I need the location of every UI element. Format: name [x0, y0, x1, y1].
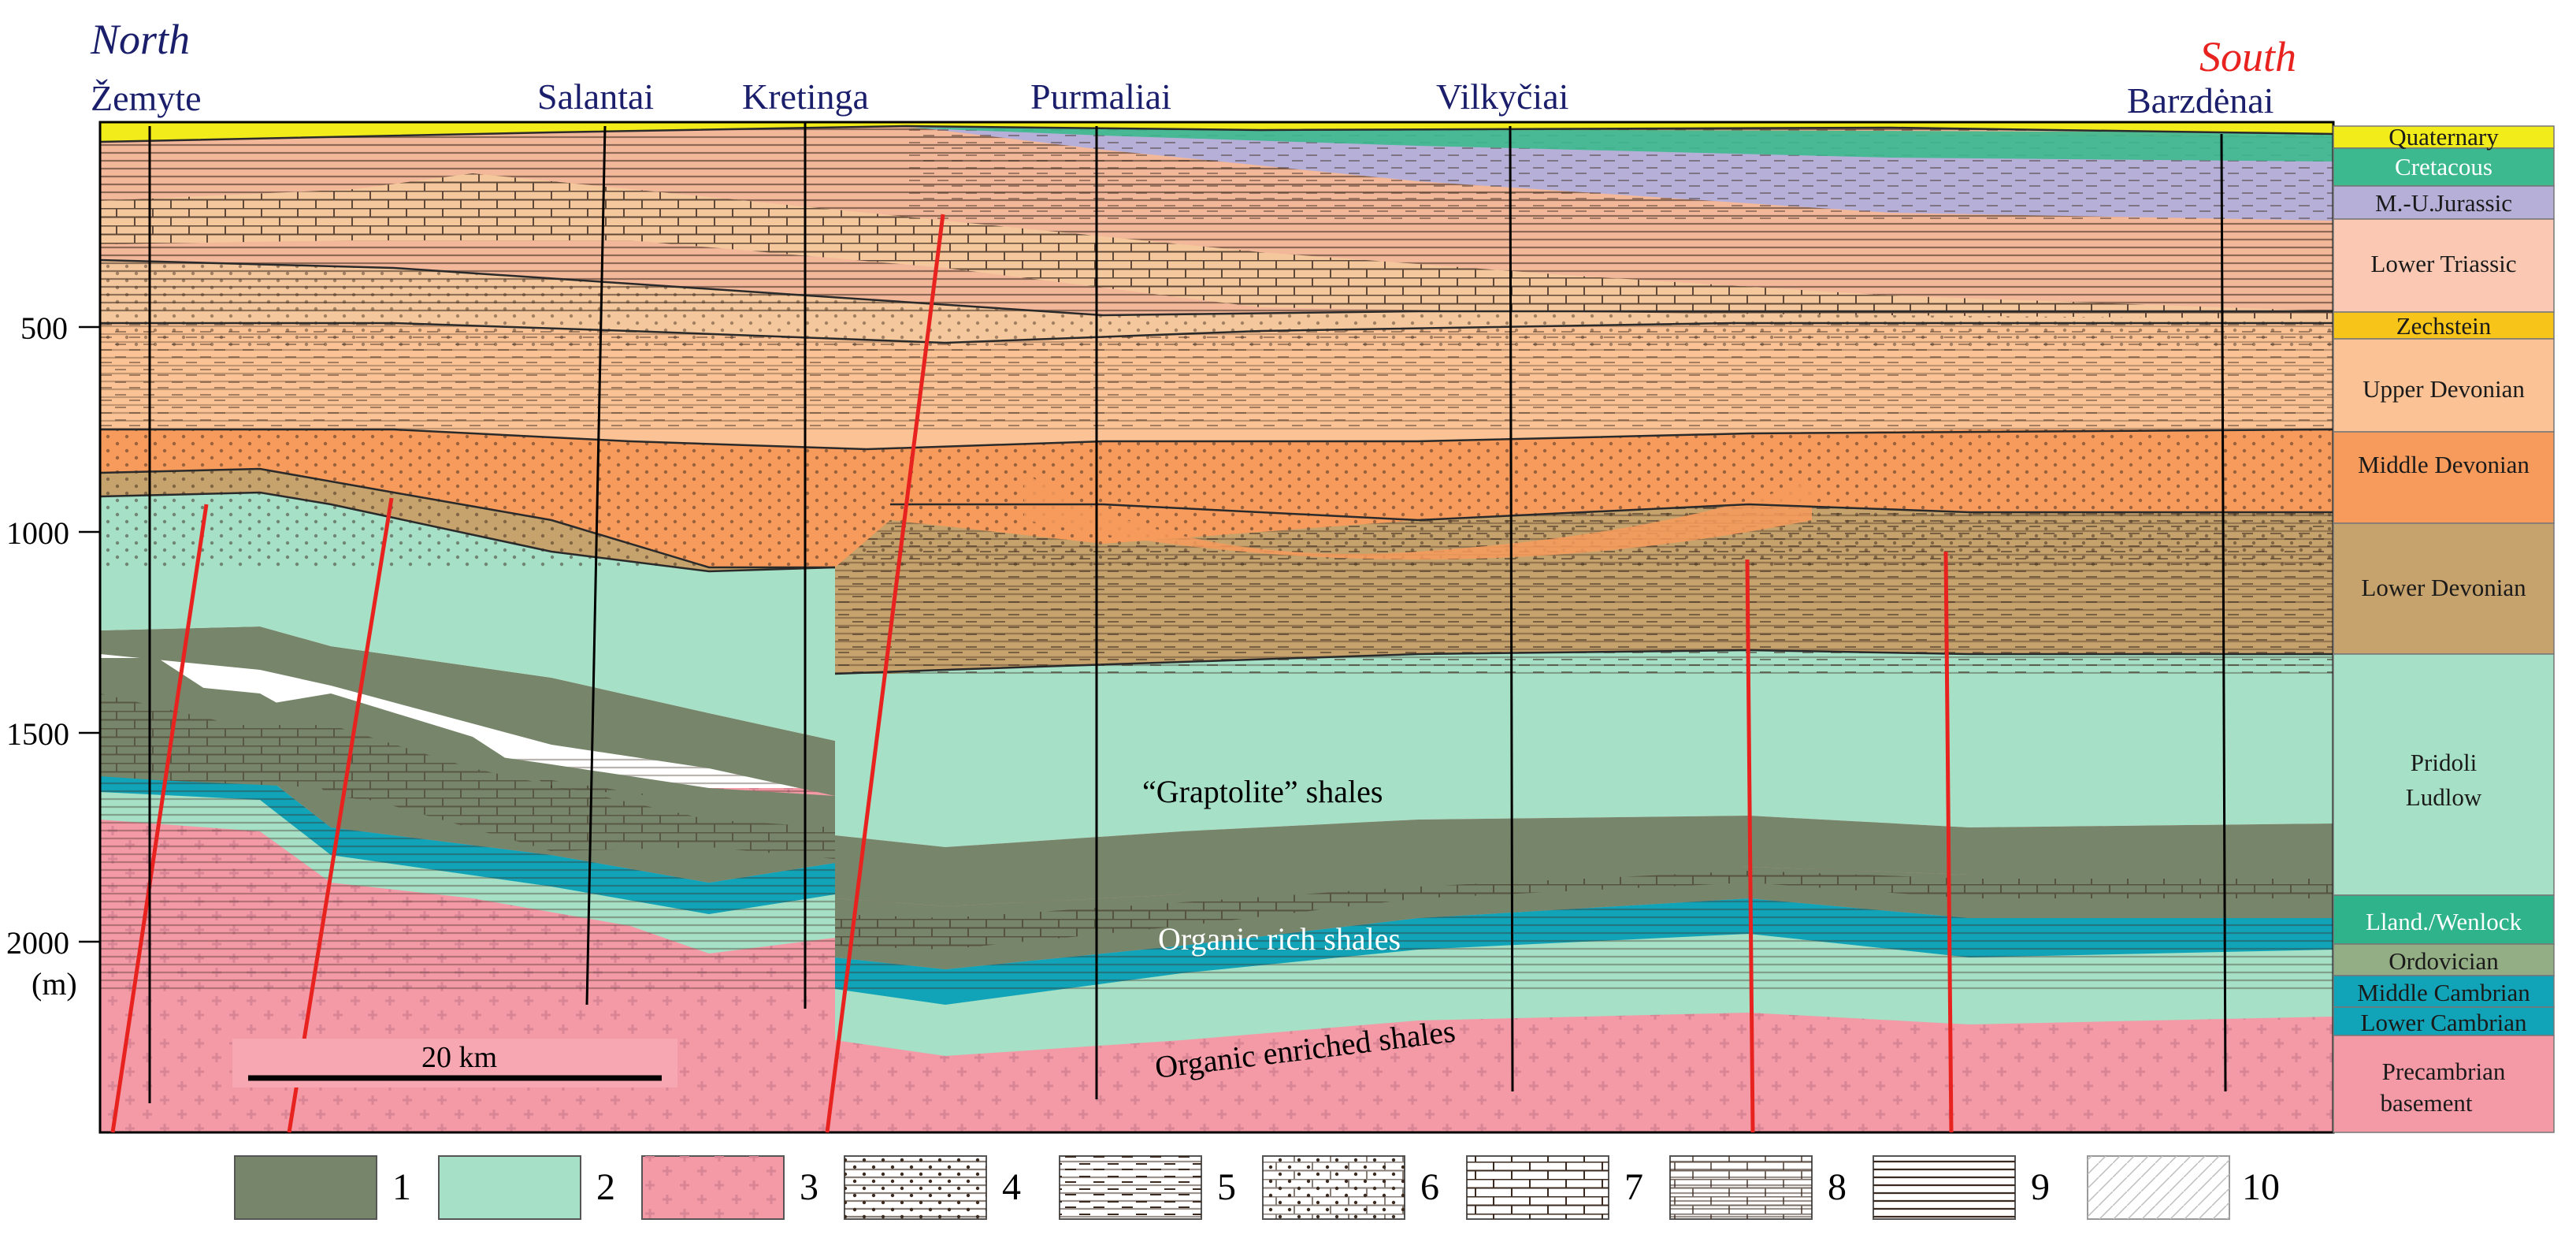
well-label-salantai: Salantai [537, 76, 654, 117]
depth-tick-2000: 2000 [6, 925, 69, 961]
legend: 1 2 3 4 5 6 7 8 9 10 [234, 1155, 2280, 1220]
legend-label-1: 1 [392, 1166, 411, 1208]
fault-1 [110, 504, 209, 1133]
well-line-salantai [585, 125, 607, 1006]
legend-label-10: 10 [2242, 1166, 2280, 1208]
scale-bar: 20 km [232, 1039, 677, 1087]
annotation-graptolite-shales: “Graptolite” shales [1142, 774, 1383, 809]
strat-box-lower-devonian [2333, 522, 2555, 655]
strat-box-quaternary [2333, 125, 2555, 149]
boreholes [148, 122, 2227, 1103]
legend-label-4: 4 [1002, 1166, 1021, 1208]
strat-label-middle-devonian: Middle Devonian [2358, 451, 2530, 478]
annotation-organic-rich-shales: Organic rich shales [1158, 921, 1401, 957]
section-body [100, 122, 2333, 1132]
strat-box-pridoli-ludlow [2333, 653, 2555, 896]
strat-box-middle-cambrian [2333, 975, 2555, 1008]
well-label-zemyte: Žemyte [91, 78, 202, 118]
well-label-barzdenai: Barzdėnai [2127, 80, 2273, 121]
strat-label-ordovician: Ordovician [2389, 947, 2499, 975]
strat-box-upper-devonian [2333, 338, 2555, 433]
strat-box-lland-wenlock [2333, 894, 2555, 945]
fault-3 [825, 214, 945, 1133]
strat-label-precambrian: Precambrian [2382, 1058, 2506, 1085]
legend-label-5: 5 [1217, 1166, 1236, 1208]
strat-box-zechstein [2333, 311, 2555, 340]
strat-label-quaternary: Quaternary [2389, 123, 2499, 151]
strat-label-middle-cambrian: Middle Cambrian [2357, 979, 2530, 1006]
fault-2 [287, 497, 394, 1133]
strat-label-ludlow: Ludlow [2406, 783, 2482, 811]
legend-label-9: 9 [2031, 1166, 2050, 1208]
strat-box-jurassic [2333, 185, 2555, 220]
well-label-kretinga: Kretinga [742, 76, 869, 117]
legend-swatch-2 [438, 1155, 581, 1220]
strat-label-cretaceous: Cretacous [2395, 153, 2492, 180]
well-line-vilkyciai [1509, 125, 1514, 1092]
north-label: North [90, 16, 190, 63]
strat-column [2333, 125, 2555, 1133]
legend-swatch-1 [234, 1155, 377, 1220]
legend-label-7: 7 [1624, 1166, 1643, 1208]
strat-label-zechstein: Zechstein [2396, 312, 2492, 340]
strat-label-upper-devonian: Upper Devonian [2363, 375, 2525, 403]
layer-llandovery-wenlock [100, 626, 2333, 906]
strat-label-jurassic: M.-U.Jurassic [2375, 189, 2512, 217]
strat-box-cretaceous [2333, 147, 2555, 187]
strat-box-precambrian [2333, 1035, 2555, 1133]
strat-box-lower-triassic [2333, 218, 2555, 313]
strat-box-ordovician [2333, 943, 2555, 976]
fault-4 [1745, 559, 1755, 1133]
strat-label-lower-triassic: Lower Triassic [2370, 250, 2516, 277]
faults [110, 214, 1954, 1133]
strat-label-lland-wenlock: Lland./Wenlock [2366, 908, 2522, 935]
strat-label-lower-cambrian: Lower Cambrian [2361, 1009, 2527, 1036]
strat-label-lower-devonian: Lower Devonian [2361, 574, 2526, 601]
strat-box-middle-devonian [2333, 431, 2555, 524]
layer-cretaceous [906, 128, 2333, 162]
legend-label-3: 3 [800, 1166, 818, 1208]
boundary-lines [100, 125, 2333, 675]
strat-label-pridoli: Pridoli [2411, 749, 2478, 776]
scale-bar-label: 20 km [421, 1041, 497, 1074]
depth-tick-1000: 1000 [6, 515, 69, 551]
strat-label-basement: basement [2380, 1089, 2472, 1117]
legend-label-6: 6 [1420, 1166, 1439, 1208]
legend-label-8: 8 [1828, 1166, 1847, 1208]
well-label-purmaliai: Purmaliai [1030, 76, 1171, 117]
legend-label-2: 2 [596, 1166, 615, 1208]
fault-5 [1943, 551, 1954, 1133]
depth-unit: (m) [32, 966, 77, 1002]
layer-quaternary [100, 122, 2333, 142]
layer-ordovician-silurian [100, 678, 2333, 969]
south-label: South [2199, 33, 2296, 80]
depth-axis: 500 1000 1500 2000 (m) [6, 310, 100, 1002]
strat-box-lower-cambrian [2333, 1006, 2555, 1036]
depth-tick-1500: 1500 [6, 716, 69, 752]
well-line-barzdenai [2220, 133, 2227, 1092]
well-label-vilkyciai: Vilkyčiai [1436, 76, 1568, 117]
depth-tick-500: 500 [20, 310, 68, 346]
